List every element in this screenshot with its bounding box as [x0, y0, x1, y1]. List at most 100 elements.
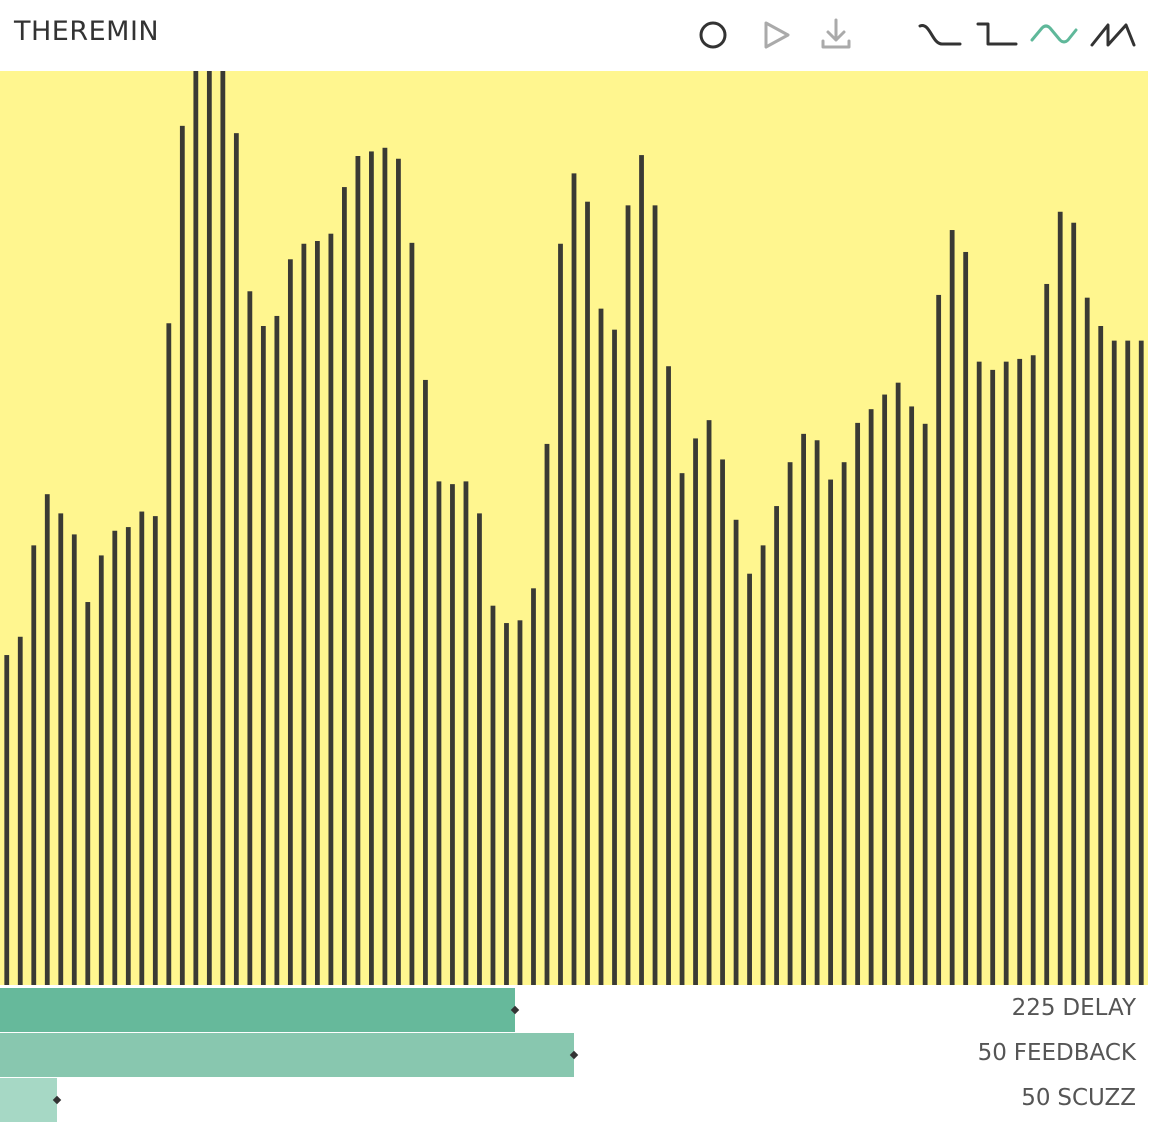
toolbar	[699, 18, 1136, 49]
level-bar	[342, 187, 347, 985]
level-bar	[558, 243, 563, 985]
level-bar	[1071, 222, 1077, 985]
level-bar	[882, 394, 888, 985]
wave-square[interactable]	[976, 22, 1018, 46]
level-bar	[1084, 297, 1090, 985]
slider-value: 50	[977, 1040, 1007, 1066]
level-bar	[841, 462, 847, 985]
level-bar	[382, 147, 388, 985]
level-bar	[598, 308, 604, 985]
level-bar	[706, 420, 712, 985]
level-bar	[314, 241, 320, 985]
level-bar	[949, 230, 955, 985]
level-bar	[612, 329, 617, 985]
level-bar	[4, 655, 10, 985]
level-bar	[990, 369, 996, 985]
level-bar	[233, 133, 239, 985]
level-bar	[1138, 340, 1144, 985]
slider-fill	[0, 1078, 58, 1122]
level-bar	[652, 205, 658, 985]
level-bar	[963, 251, 969, 985]
level-bar	[720, 459, 725, 985]
level-bar	[287, 259, 293, 985]
level-bar	[976, 361, 982, 985]
level-bar	[1125, 340, 1131, 985]
slider[interactable]: 50 FEEDBACK	[0, 1033, 1148, 1077]
level-bar	[260, 326, 266, 985]
level-bar	[1003, 361, 1009, 985]
level-bar	[1044, 283, 1050, 985]
level-bar	[693, 438, 698, 985]
level-bar	[355, 156, 361, 985]
level-bar	[409, 242, 415, 985]
slider[interactable]: 225 DELAY	[0, 988, 1148, 1032]
visualizer	[0, 71, 1148, 985]
level-bar	[801, 433, 806, 985]
level-bar	[477, 513, 482, 985]
level-bar	[517, 620, 523, 985]
level-bar	[936, 294, 942, 985]
wave-sine[interactable]	[918, 24, 962, 46]
level-bar	[423, 379, 428, 985]
level-bar	[1057, 211, 1063, 985]
level-bar	[895, 382, 901, 985]
level-bar	[733, 519, 739, 985]
level-bar	[571, 173, 577, 985]
wave-sawtooth[interactable]	[1090, 23, 1136, 47]
level-bar	[1017, 358, 1023, 985]
level-bar	[112, 530, 118, 985]
level-bar	[328, 233, 334, 985]
level-bar	[787, 462, 793, 985]
level-bar	[639, 155, 644, 985]
level-bar	[369, 151, 374, 985]
level-bar	[193, 71, 199, 985]
level-bar	[98, 555, 104, 985]
level-bar	[85, 602, 91, 985]
slider-value: 225	[1011, 995, 1056, 1021]
slider-fill	[0, 988, 516, 1032]
play-button[interactable]	[764, 21, 790, 49]
level-bar	[666, 366, 671, 985]
level-bar	[1111, 340, 1117, 985]
slider-value: 50	[1021, 1085, 1051, 1111]
level-bar	[909, 406, 915, 985]
level-bar	[585, 201, 590, 985]
slider-fill	[0, 1033, 574, 1077]
level-bar	[396, 158, 401, 985]
level-bar	[747, 573, 752, 985]
record-button[interactable]	[699, 21, 727, 49]
level-bar	[166, 323, 172, 985]
level-bar	[44, 494, 50, 985]
level-bar	[1030, 355, 1036, 985]
level-bar	[814, 440, 820, 985]
level-bar	[247, 291, 253, 985]
level-bar	[625, 205, 631, 985]
level-bar	[463, 481, 469, 985]
wave-triangle[interactable]	[1030, 24, 1078, 44]
level-bar	[760, 545, 766, 985]
level-bar	[855, 422, 861, 985]
level-bar	[125, 527, 131, 985]
level-bar	[774, 506, 779, 985]
level-bar	[450, 484, 455, 985]
level-bar	[17, 636, 23, 985]
slider-name: DELAY	[1062, 995, 1136, 1021]
level-bar	[679, 473, 685, 985]
slider-name: FEEDBACK	[1013, 1040, 1136, 1066]
slider[interactable]: 50 SCUZZ	[0, 1078, 1148, 1122]
title: THEREMIN	[14, 16, 160, 47]
slider-label: 50 SCUZZ	[1021, 1085, 1136, 1111]
level-bar	[220, 71, 226, 985]
level-bar	[58, 513, 64, 985]
level-bar	[274, 315, 280, 985]
level-bar	[868, 409, 874, 985]
download-button[interactable]	[821, 18, 851, 49]
level-bar	[31, 545, 37, 985]
level-bar	[152, 516, 158, 985]
level-bar	[544, 443, 550, 985]
level-bar	[206, 71, 212, 985]
level-bar	[531, 588, 536, 985]
slider-name: SCUZZ	[1057, 1085, 1136, 1111]
level-bar	[436, 481, 442, 985]
